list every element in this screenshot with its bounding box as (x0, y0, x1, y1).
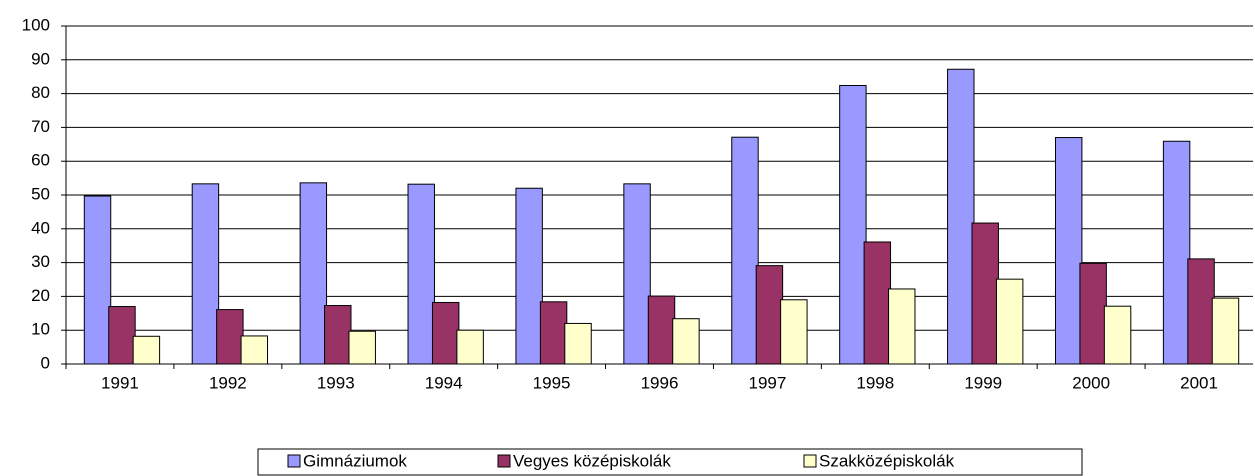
bar (647, 295, 676, 365)
bar (83, 195, 112, 365)
bar (1103, 305, 1132, 365)
y-tick-label: 70 (31, 117, 50, 136)
y-tick-label: 50 (31, 184, 50, 203)
bar (623, 183, 651, 365)
legend: Gimnáziumok Vegyes középiskolák Szakközépi… (257, 448, 1083, 476)
bar (1211, 297, 1240, 365)
bar (731, 136, 759, 365)
bar (191, 183, 220, 365)
x-tick-label: 1994 (425, 373, 463, 392)
x-tick-label: 1992 (209, 373, 247, 392)
y-tick-label: 90 (31, 49, 50, 68)
bar (216, 309, 244, 365)
bar (1187, 258, 1215, 365)
bar (672, 318, 700, 365)
x-tick-label: 1991 (101, 373, 139, 392)
bar (407, 183, 435, 365)
bar (863, 241, 892, 365)
bar (324, 305, 352, 365)
bar (1079, 262, 1107, 365)
bar (108, 306, 136, 365)
bar (995, 278, 1024, 365)
bar (431, 301, 460, 365)
legend-swatch (803, 454, 817, 468)
x-tick-label: 1993 (317, 373, 355, 392)
bar (971, 222, 999, 365)
legend-swatch (287, 454, 301, 468)
bar (839, 84, 867, 365)
y-tick-label: 100 (22, 15, 50, 34)
y-tick-label: 80 (31, 83, 50, 102)
y-tick-label: 60 (31, 151, 50, 170)
legend-label: Szakközépiskolák (819, 451, 955, 470)
bar (539, 301, 568, 365)
bar (888, 288, 916, 365)
x-tick-label: 1997 (748, 373, 786, 392)
bar (132, 335, 161, 365)
bar (564, 322, 592, 365)
bar (299, 182, 328, 365)
x-tick-label: 2000 (1072, 373, 1110, 392)
bar (1162, 140, 1191, 365)
y-tick-label: 20 (31, 286, 50, 305)
bar (1054, 137, 1083, 365)
x-tick-label: 2001 (1180, 373, 1218, 392)
legend-label: Gimnáziumok (303, 451, 407, 470)
bar (780, 299, 808, 365)
legend-swatch (497, 454, 511, 468)
y-tick-label: 30 (31, 252, 50, 271)
bar (515, 187, 543, 365)
y-tick-label: 40 (31, 218, 50, 237)
bar (456, 329, 484, 365)
bar (947, 68, 975, 365)
legend-label: Vegyes középiskolák (513, 451, 671, 470)
x-tick-label: 1995 (533, 373, 571, 392)
bar (348, 330, 376, 365)
x-tick-label: 1999 (964, 373, 1002, 392)
y-tick-label: 0 (41, 353, 50, 372)
y-tick-label: 10 (31, 320, 50, 339)
x-tick-label: 1998 (856, 373, 894, 392)
bar (755, 265, 784, 365)
legend-box (257, 448, 1083, 476)
bar (240, 335, 269, 365)
x-tick-label: 1996 (641, 373, 679, 392)
